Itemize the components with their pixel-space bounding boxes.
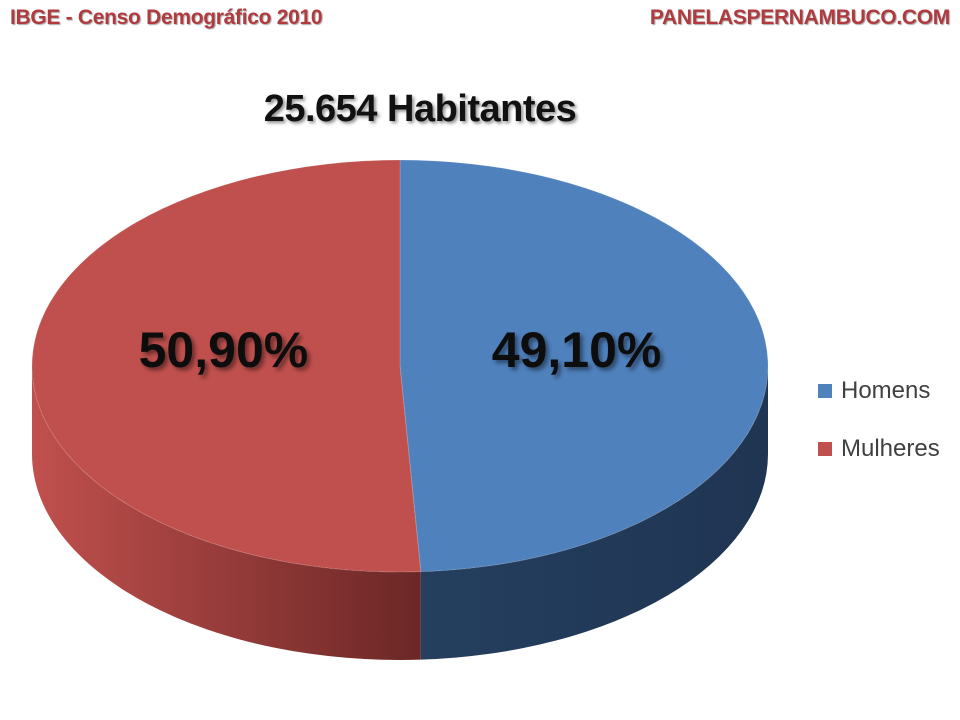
legend-label-mulheres: Mulheres xyxy=(841,435,940,462)
legend: Homens Mulheres xyxy=(818,374,940,490)
legend-swatch-homens xyxy=(818,384,832,398)
pie-labels: 49,10% 50,90% xyxy=(139,322,662,378)
chart-title: 25.654 Habitantes xyxy=(263,88,577,130)
header-source: IBGE - Censo Demográfico 2010 xyxy=(10,6,323,29)
pie-side-homens xyxy=(420,366,768,660)
legend-swatch-mulheres xyxy=(818,442,832,456)
pie-label-homens: 49,10% xyxy=(492,322,662,378)
pie-slice-mulheres xyxy=(31,159,422,573)
pie-tops xyxy=(31,159,769,573)
legend-item-homens: Homens xyxy=(818,374,940,408)
legend-item-mulheres: Mulheres xyxy=(818,432,940,466)
pie-slice-homens xyxy=(399,159,769,573)
header-website: PANELASPERNAMBUCO.COM xyxy=(649,6,950,29)
pie-side-mulheres xyxy=(32,366,421,660)
legend-label-homens: Homens xyxy=(841,377,931,404)
pie-sides xyxy=(32,366,768,660)
pie-label-mulheres: 50,90% xyxy=(139,322,309,378)
